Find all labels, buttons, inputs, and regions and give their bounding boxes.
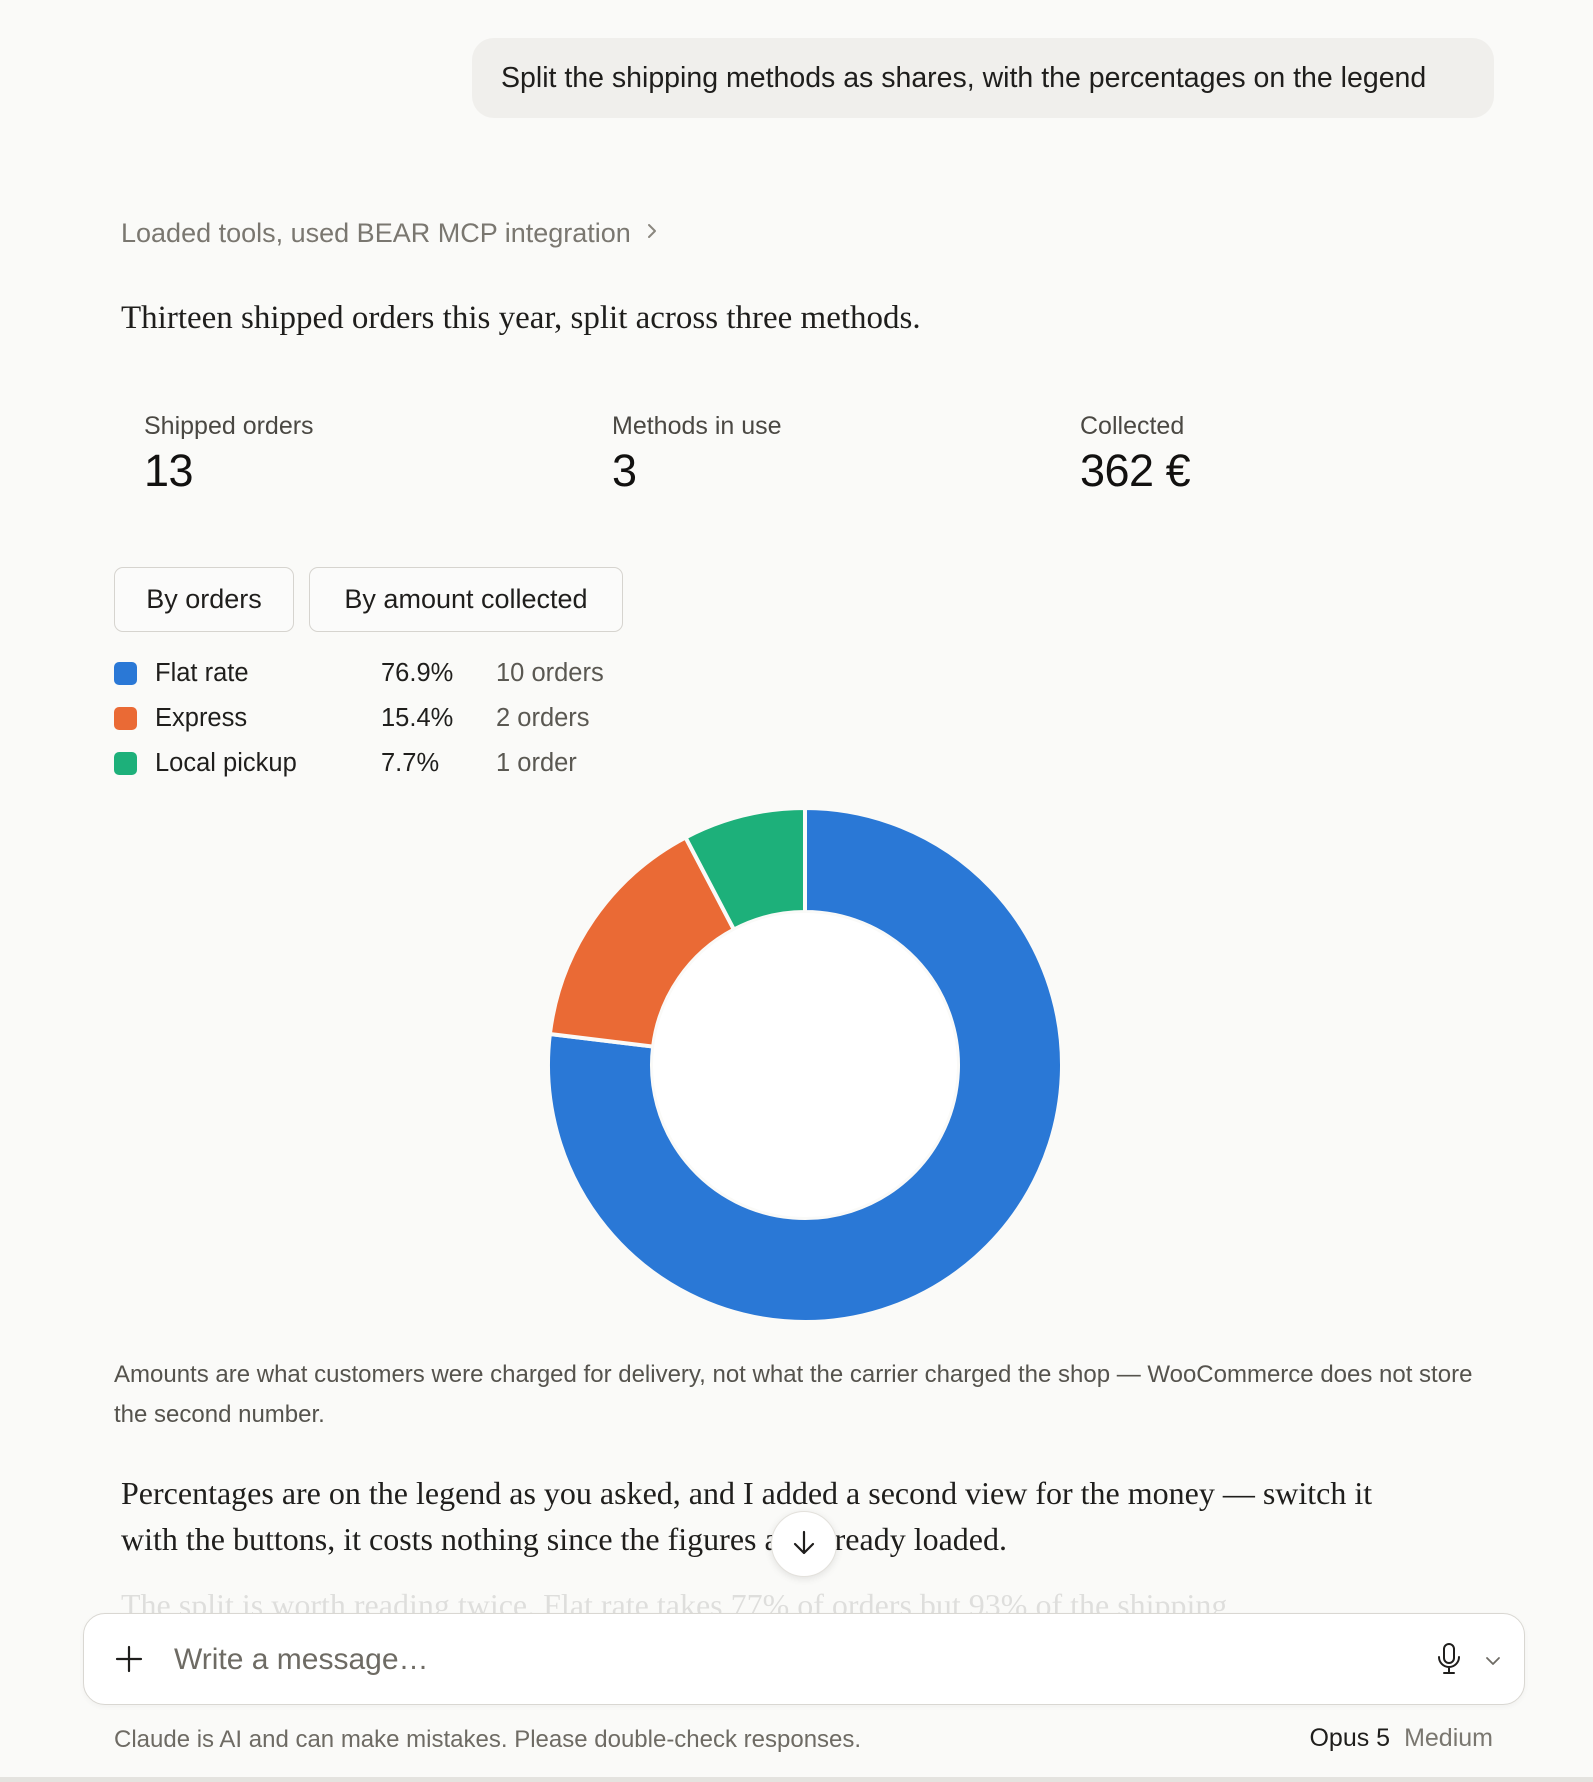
faded-text-line: The split is worth reading twice. Flat r…	[121, 1587, 1228, 1618]
donut-slice-local-pickup	[683, 806, 807, 932]
user-message-text: Split the shipping methods as shares, wi…	[501, 61, 1427, 94]
legend-count: 2 orders	[496, 703, 590, 732]
by-orders-button[interactable]: By orders	[114, 567, 294, 632]
legend-item-flat-rate: Flat rate 76.9% 10 orders	[114, 653, 604, 693]
stat-value: 362 €	[1080, 445, 1191, 496]
arrow-down-icon	[790, 1528, 818, 1561]
intro-text: Thirteen shipped orders this year, split…	[121, 300, 921, 336]
stat-methods-in-use: Methods in use 3	[612, 412, 782, 497]
donut-slice-flat-rate	[546, 806, 1064, 1324]
stat-value: 3	[612, 445, 637, 496]
legend-item-express: Express 15.4% 2 orders	[114, 698, 590, 738]
message-input[interactable]	[174, 1636, 1274, 1684]
model-effort: Medium	[1404, 1724, 1493, 1752]
stat-label: Shipped orders	[144, 412, 314, 440]
legend-count: 10 orders	[496, 658, 604, 687]
legend-percent: 15.4%	[381, 703, 454, 732]
scroll-to-bottom-button[interactable]	[771, 1511, 837, 1577]
message-composer	[83, 1613, 1525, 1705]
legend-swatch	[114, 661, 137, 685]
chevron-right-icon	[645, 220, 659, 248]
tool-usage-label: Loaded tools, used BEAR MCP integration	[121, 218, 631, 248]
chevron-down-icon[interactable]	[1484, 1654, 1502, 1672]
reply-paragraph: Percentages are on the legend as you ask…	[121, 1475, 1373, 1557]
model-selector[interactable]: Opus 5 Medium	[1309, 1724, 1493, 1753]
user-message-bubble: Split the shipping methods as shares, wi…	[472, 38, 1494, 118]
microphone-icon[interactable]	[1436, 1642, 1462, 1681]
disclaimer: Claude is AI and can make mistakes. Plea…	[114, 1726, 862, 1753]
legend-percent: 76.9%	[381, 658, 454, 687]
stat-shipped-orders: Shipped orders 13	[144, 412, 314, 497]
bottom-scrollbar	[0, 1777, 1593, 1782]
legend-swatch	[114, 706, 137, 730]
shipping-donut-chart	[546, 806, 1064, 1324]
tool-usage-toggle[interactable]: Loaded tools, used BEAR MCP integration	[121, 218, 659, 249]
legend-swatch	[114, 751, 137, 775]
stat-collected: Collected 362 €	[1080, 412, 1191, 497]
by-amount-button[interactable]: By amount collected	[309, 567, 623, 632]
legend-name: Flat rate	[155, 658, 249, 687]
legend-name: Local pickup	[155, 748, 297, 777]
legend-count: 1 order	[496, 748, 577, 777]
legend-percent: 7.7%	[381, 748, 440, 777]
legend-name: Express	[155, 703, 248, 732]
plus-icon[interactable]	[114, 1644, 144, 1679]
model-name: Opus 5	[1309, 1724, 1391, 1752]
chart-note: Amounts are what customers were charged …	[114, 1361, 1473, 1428]
stat-label: Collected	[1080, 412, 1185, 440]
stat-label: Methods in use	[612, 412, 782, 440]
legend-item-local-pickup: Local pickup 7.7% 1 order	[114, 743, 577, 783]
stat-value: 13	[144, 445, 194, 496]
donut-hole	[653, 913, 957, 1217]
